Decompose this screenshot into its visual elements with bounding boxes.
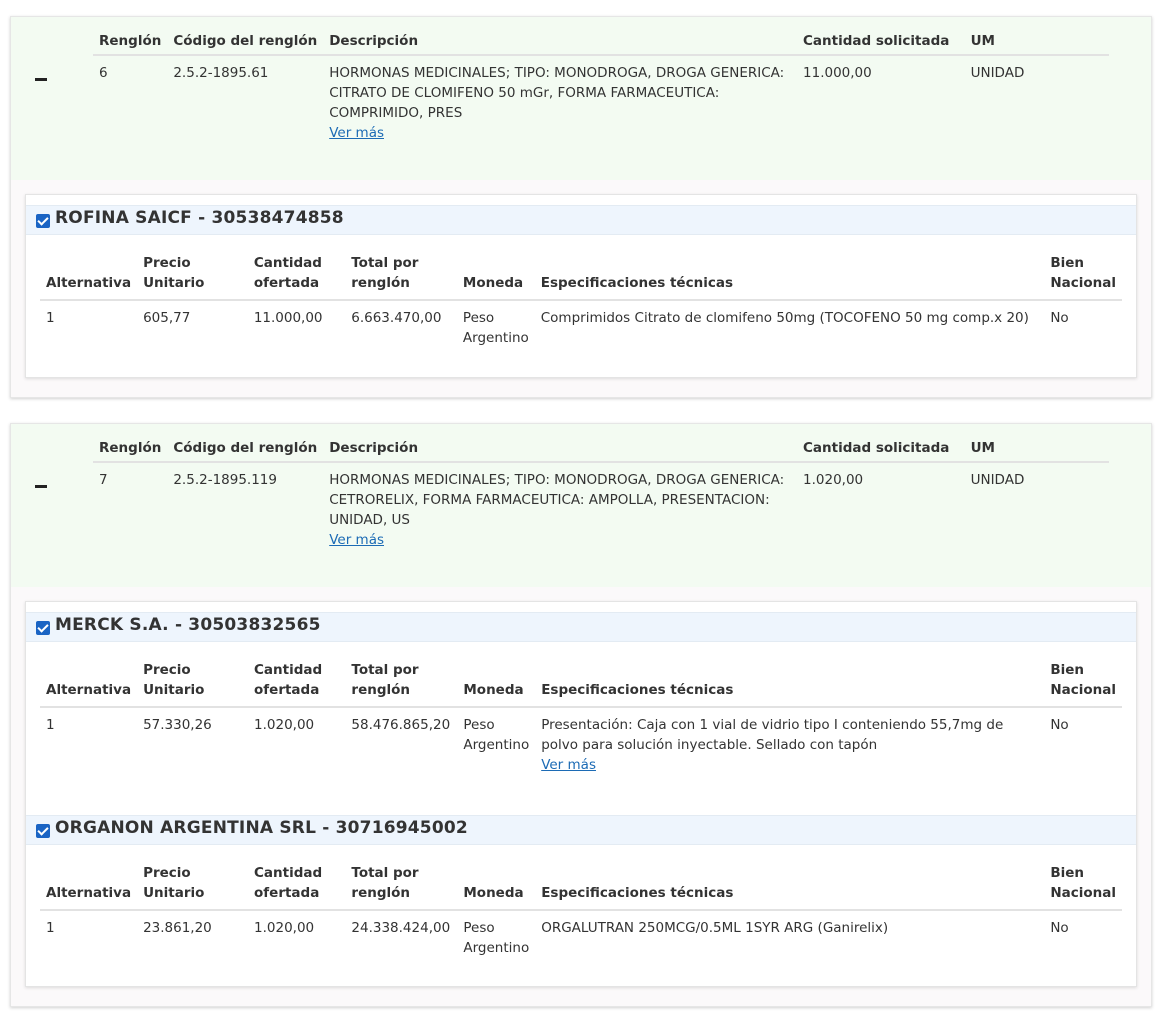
offer-table: Alternativa Precio Unitario Cantidad ofe… [40, 860, 1122, 962]
offer-cantidad: 11.000,00 [253, 310, 323, 326]
offer-precio: 605,77 [143, 310, 191, 326]
offer-moneda: Peso Argentino [462, 310, 529, 346]
offer-total: 58.476.865,20 [351, 717, 451, 733]
supplier-name: MERCK S.A. - 30503832565 [55, 615, 321, 635]
offer-table: Alternativa Precio Unitario Cantidad ofe… [40, 250, 1122, 352]
col-descripcion: Descripción [323, 29, 798, 56]
supplier-checkbox[interactable] [36, 824, 50, 838]
supplier-header: ORGANON ARGENTINA SRL - 30716945002 [26, 815, 1136, 845]
offer-total: 24.338.424,00 [351, 920, 451, 936]
offers-card: MERCK S.A. - 30503832565 Alternativa Pre… [25, 601, 1137, 987]
line-item-panel-6: Renglón Código del renglón Descripción C… [10, 16, 1152, 398]
renglon-code: 2.5.2-1895.119 [173, 472, 277, 488]
col-cantidad-ofertada: Cantidad ofertada [247, 250, 346, 301]
col-moneda: Moneda [457, 860, 536, 911]
col-alternativa: Alternativa [40, 860, 138, 911]
col-precio-unitario: Precio Unitario [137, 860, 249, 911]
supplier-name: ROFINA SAICF - 30538474858 [55, 208, 344, 228]
col-bien-nacional: Bien Nacional [1044, 860, 1122, 911]
supplier-header: MERCK S.A. - 30503832565 [26, 612, 1136, 642]
offer-total: 6.663.470,00 [351, 310, 442, 326]
col-total-renglon: Total por renglón [345, 250, 457, 301]
renglon-description-cell: HORMONAS MEDICINALES; TIPO: MONODROGA, D… [323, 462, 797, 554]
offer-alternativa: 1 [46, 920, 55, 936]
offer-table: Alternativa Precio Unitario Cantidad ofe… [40, 657, 1122, 779]
line-item-table: Renglón Código del renglón Descripción C… [93, 29, 1109, 147]
offer-bien-nacional: No [1050, 310, 1069, 326]
offer-especificaciones: Presentación: Caja con 1 vial de vidrio … [541, 717, 1004, 753]
line-item-panel-7: Renglón Código del renglón Descripción C… [10, 423, 1152, 1007]
supplier-name: ORGANON ARGENTINA SRL - 30716945002 [55, 818, 468, 838]
col-moneda: Moneda [456, 250, 535, 301]
renglon-cantidad: 1.020,00 [803, 472, 864, 488]
renglon-um: UNIDAD [970, 65, 1025, 81]
renglon-description-cell: HORMONAS MEDICINALES; TIPO: MONODROGA, D… [323, 55, 797, 147]
supplier-checkbox[interactable] [36, 214, 50, 228]
renglon-code: 2.5.2-1895.61 [173, 65, 269, 81]
col-especificaciones: Especificaciones técnicas [535, 657, 1045, 708]
renglon-cantidad: 11.000,00 [803, 65, 872, 81]
renglon-um: UNIDAD [970, 472, 1025, 488]
col-cantidad-ofertada: Cantidad ofertada [248, 657, 346, 708]
offers-card: ROFINA SAICF - 30538474858 Alternativa P… [25, 194, 1137, 378]
col-especificaciones: Especificaciones técnicas [535, 860, 1045, 911]
line-item-header: Renglón Código del renglón Descripción C… [11, 17, 1151, 180]
col-um: UM [964, 29, 1109, 56]
col-codigo: Código del renglón [167, 29, 324, 56]
col-bien-nacional: Bien Nacional [1044, 657, 1122, 708]
col-moneda: Moneda [457, 657, 536, 708]
col-renglon: Renglón [93, 29, 168, 56]
col-alternativa: Alternativa [40, 657, 138, 708]
ver-mas-link[interactable]: Ver más [329, 532, 384, 548]
offer-especificaciones: ORGALUTRAN 250MCG/0.5ML 1SYR ARG (Ganire… [541, 920, 889, 936]
offer-cantidad: 1.020,00 [254, 717, 315, 733]
col-um: UM [964, 436, 1109, 463]
col-total-renglon: Total por renglón [345, 657, 458, 708]
offer-especificaciones: Comprimidos Citrato de clomifeno 50mg (T… [540, 310, 1029, 326]
collapse-icon[interactable] [35, 485, 47, 488]
offer-alternativa: 1 [46, 310, 55, 326]
table-row: 1 605,77 11.000,00 6.663.470,00 Peso Arg… [40, 300, 1122, 352]
col-cantidad-solicitada: Cantidad solicitada [797, 29, 965, 56]
offer-moneda: Peso Argentino [463, 920, 530, 956]
col-total-renglon: Total por renglón [345, 860, 458, 911]
table-row: 1 23.861,20 1.020,00 24.338.424,00 Peso … [40, 910, 1122, 962]
offer-bien-nacional: No [1050, 920, 1069, 936]
collapse-icon[interactable] [35, 78, 47, 81]
table-row: 1 57.330,26 1.020,00 58.476.865,20 Peso … [40, 707, 1122, 779]
renglon-description: HORMONAS MEDICINALES; TIPO: MONODROGA, D… [329, 472, 785, 528]
col-codigo: Código del renglón [167, 436, 324, 463]
col-precio-unitario: Precio Unitario [137, 657, 249, 708]
supplier-checkbox[interactable] [36, 621, 50, 635]
offer-moneda: Peso Argentino [463, 717, 530, 753]
col-alternativa: Alternativa [40, 250, 138, 301]
renglon-description: HORMONAS MEDICINALES; TIPO: MONODROGA, D… [329, 65, 785, 121]
table-row: 6 2.5.2-1895.61 HORMONAS MEDICINALES; TI… [93, 55, 1109, 147]
col-bien-nacional: Bien Nacional [1044, 250, 1122, 301]
col-especificaciones: Especificaciones técnicas [534, 250, 1045, 301]
renglon-number: 7 [99, 472, 108, 488]
ver-mas-link[interactable]: Ver más [541, 757, 596, 773]
offer-precio: 57.330,26 [143, 717, 212, 733]
col-precio-unitario: Precio Unitario [137, 250, 248, 301]
renglon-number: 6 [99, 65, 108, 81]
line-item-table: Renglón Código del renglón Descripción C… [93, 436, 1109, 554]
offer-alternativa: 1 [46, 717, 55, 733]
ver-mas-link[interactable]: Ver más [329, 125, 384, 141]
col-renglon: Renglón [93, 436, 168, 463]
offer-especificaciones-cell: Presentación: Caja con 1 vial de vidrio … [535, 707, 1044, 779]
offer-precio: 23.861,20 [143, 920, 212, 936]
line-item-header: Renglón Código del renglón Descripción C… [11, 424, 1151, 587]
table-row: 7 2.5.2-1895.119 HORMONAS MEDICINALES; T… [93, 462, 1109, 554]
offer-bien-nacional: No [1050, 717, 1069, 733]
offer-cantidad: 1.020,00 [254, 920, 315, 936]
col-cantidad-solicitada: Cantidad solicitada [797, 436, 965, 463]
col-cantidad-ofertada: Cantidad ofertada [248, 860, 346, 911]
col-descripcion: Descripción [323, 436, 798, 463]
supplier-header: ROFINA SAICF - 30538474858 [26, 205, 1136, 235]
